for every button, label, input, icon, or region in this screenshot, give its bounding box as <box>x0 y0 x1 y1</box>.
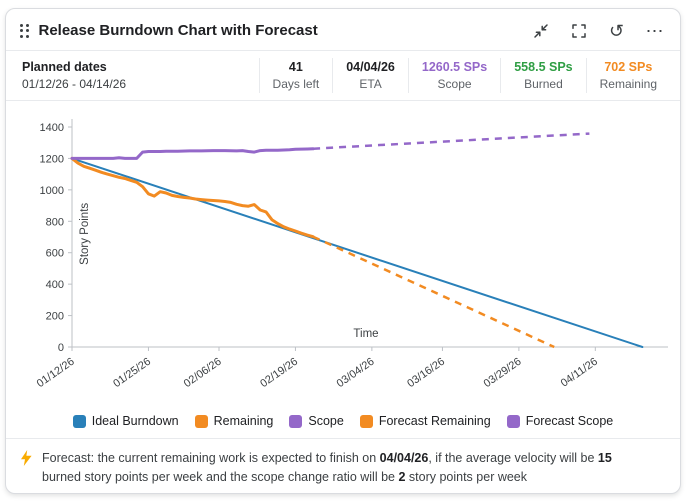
stat-label: Remaining <box>599 77 657 91</box>
legend-swatch <box>506 414 520 428</box>
stats-list: 41 Days left 04/04/26 ETA 1260.5 SPs Scope 558… <box>258 58 670 93</box>
legend-swatch <box>194 414 208 428</box>
legend-item[interactable]: Forecast Remaining <box>359 414 491 428</box>
forecast-footer: Forecast: the current remaining work is … <box>6 438 680 493</box>
widget-title: Release Burndown Chart with Forecast <box>38 22 318 39</box>
stat-value: 41 <box>288 60 303 74</box>
x-tick-label: 02/06/26 <box>182 356 224 390</box>
x-tick-label: 02/19/26 <box>258 356 300 390</box>
x-tick-label: 03/16/26 <box>405 356 447 390</box>
legend-label: Forecast Remaining <box>378 414 491 428</box>
refresh-icon[interactable]: ↺ <box>608 20 625 41</box>
x-axis-title: Time <box>353 328 378 340</box>
x-tick-label: 01/25/26 <box>111 356 153 390</box>
y-tick-label: 1400 <box>40 122 64 134</box>
stat-label: Scope <box>437 77 472 91</box>
stat-value: 1260.5 SPs <box>421 60 488 74</box>
widget-toolbar: ↺ ⋯ <box>531 21 664 40</box>
stat-label: Days left <box>272 77 320 91</box>
x-tick-label: 03/29/26 <box>482 356 524 390</box>
widget-header: Release Burndown Chart with Forecast ↺ ⋯ <box>6 9 680 51</box>
planned-dates: Planned dates 01/12/26 - 04/14/26 <box>6 58 142 93</box>
drag-handle-icon[interactable] <box>20 23 29 38</box>
stats-bar: Planned dates 01/12/26 - 04/14/26 41 Days… <box>6 51 680 101</box>
y-axis-title: Story Points <box>79 203 91 265</box>
legend-label: Remaining <box>213 414 274 428</box>
stat-value: 04/04/26 <box>346 60 395 74</box>
y-tick-label: 200 <box>46 311 64 323</box>
legend-swatch <box>289 414 303 428</box>
collapse-icon[interactable] <box>531 21 550 40</box>
y-tick-label: 600 <box>46 248 64 260</box>
legend-label: Scope <box>308 414 344 428</box>
y-tick-label: 1200 <box>40 153 64 165</box>
series-line-forecast-scope <box>313 132 590 150</box>
x-tick-label: 03/04/26 <box>335 356 377 390</box>
y-tick-label: 800 <box>46 216 64 228</box>
more-icon[interactable]: ⋯ <box>645 20 664 41</box>
series-line-forecast-remaining <box>312 235 555 349</box>
stat-item: 41 Days left <box>258 58 333 93</box>
legend-item[interactable]: Remaining <box>194 414 274 428</box>
legend-label: Ideal Burndown <box>91 414 179 428</box>
series-line-remaining <box>70 156 315 239</box>
stat-value: 558.5 SPs <box>514 60 573 74</box>
x-tick-label: 01/12/26 <box>35 356 77 390</box>
series-line-ideal-burndown <box>71 157 644 348</box>
stat-item: 702 SPs Remaining <box>585 58 670 93</box>
legend-item[interactable]: Forecast Scope <box>506 414 614 428</box>
y-tick-label: 1000 <box>40 185 64 197</box>
y-tick-label: 400 <box>46 279 64 291</box>
legend-item[interactable]: Ideal Burndown <box>72 414 179 428</box>
stat-item: 1260.5 SPs Scope <box>407 58 500 93</box>
legend-item[interactable]: Scope <box>289 414 344 428</box>
series-line-scope <box>70 147 315 160</box>
planned-dates-range: 01/12/26 - 04/14/26 <box>22 77 127 91</box>
chart-legend: Ideal Burndown Remaining Scope Forecast Rem… <box>6 412 680 438</box>
x-tick-label: 04/11/26 <box>559 356 600 390</box>
stat-item: 04/04/26 ETA <box>332 58 408 93</box>
legend-label: Forecast Scope <box>525 414 614 428</box>
y-tick-label: 0 <box>58 342 64 354</box>
fullscreen-icon[interactable] <box>569 21 588 40</box>
legend-swatch <box>359 414 373 428</box>
planned-dates-label: Planned dates <box>22 60 107 74</box>
chart-area: 0 200 400 600 800 1000 1200 1400 01/12/26 01/25/2… <box>6 101 680 412</box>
forecast-note: Forecast: the current remaining work is … <box>42 451 612 485</box>
stat-item: 558.5 SPs Burned <box>500 58 585 93</box>
legend-swatch <box>72 414 86 428</box>
lightning-bolt-icon <box>21 450 32 466</box>
stat-value: 702 SPs <box>604 60 653 74</box>
stat-label: ETA <box>359 77 382 91</box>
burndown-chart: 0 200 400 600 800 1000 1200 1400 01/12/26 01/25/2… <box>35 119 668 390</box>
stat-label: Burned <box>524 77 563 91</box>
burndown-widget-card: Release Burndown Chart with Forecast ↺ ⋯… <box>5 8 681 494</box>
